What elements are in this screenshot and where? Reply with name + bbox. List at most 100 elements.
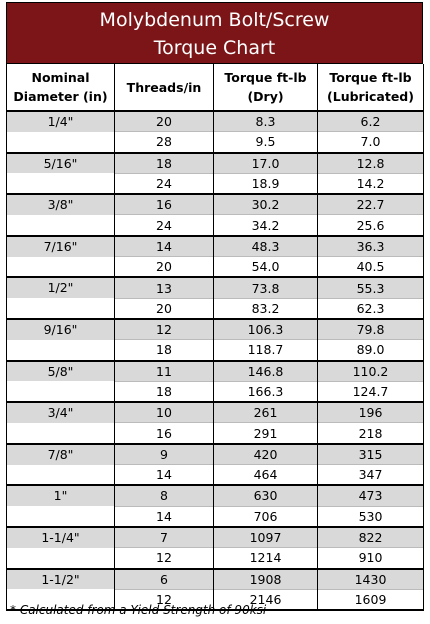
title-line: Molybdenum Bolt/Screw [99, 9, 330, 31]
table-row: 3/8" 16 30.2 22.7 [6, 193, 424, 215]
table-row: 16 291 218 [6, 422, 424, 444]
value-cell: 118.7 [213, 339, 318, 361]
table-row: 1/2" 13 73.8 55.3 [6, 276, 424, 299]
value-cell: 13 [114, 276, 214, 299]
table-row: 7/8" 9 420 315 [6, 442, 424, 465]
value-cell: 62.3 [317, 297, 424, 319]
value-cell: 25.6 [317, 214, 424, 236]
torque-table: Nominal Diameter (in) Threads/in Torque ft-… [6, 64, 424, 612]
diameter-cell [6, 131, 115, 153]
value-cell: 54.0 [213, 256, 318, 278]
value-cell: 14 [114, 234, 214, 257]
diameter-cell [6, 464, 115, 486]
table-row: 1-1/4" 7 1097 822 [6, 525, 424, 548]
value-cell: 315 [317, 442, 424, 465]
table-row: 5/8" 11 146.8 110.2 [6, 359, 424, 382]
table-row: 1/4" 20 8.3 6.2 [6, 110, 424, 132]
value-cell: 124.7 [317, 380, 424, 403]
title-line: Torque Chart [153, 37, 276, 59]
value-cell: 18 [114, 339, 214, 361]
diameter-cell: 3/8" [6, 193, 115, 215]
header-line: Torque ft-lb [224, 70, 307, 85]
value-cell: 6 [114, 567, 214, 590]
value-cell: 110.2 [317, 359, 424, 382]
diameter-cell [6, 173, 115, 195]
header-line: Threads/in [126, 79, 202, 95]
value-cell: 1908 [213, 567, 318, 590]
value-cell: 16 [114, 422, 214, 444]
value-cell: 20 [114, 256, 214, 278]
header-line: Nominal [31, 70, 90, 85]
value-cell: 8.3 [213, 110, 318, 132]
value-cell: 10 [114, 401, 214, 423]
value-cell: 8 [114, 484, 214, 507]
value-cell: 530 [317, 505, 424, 527]
column-header: Torque ft-lb (Lubricated) [317, 64, 424, 112]
value-cell: 30.2 [213, 193, 318, 215]
value-cell: 20 [114, 297, 214, 319]
value-cell: 12 [114, 547, 214, 569]
value-cell: 6.2 [317, 110, 424, 132]
value-cell: 83.2 [213, 297, 318, 319]
column-header: Torque ft-lb (Dry) [213, 64, 318, 112]
value-cell: 1609 [317, 588, 424, 612]
value-cell: 261 [213, 401, 318, 423]
diameter-cell: 1-1/2" [6, 567, 115, 590]
diameter-cell [6, 422, 115, 444]
value-cell: 347 [317, 464, 424, 486]
chart-card: Molybdenum Bolt/Screw Torque Chart Nomin… [6, 2, 424, 612]
table-row: 3/4" 10 261 196 [6, 401, 424, 423]
table-row: 1-1/2" 6 1908 1430 [6, 567, 424, 590]
diameter-cell: 9/16" [6, 317, 115, 340]
table-row: 14 464 347 [6, 464, 424, 486]
diameter-cell: 3/4" [6, 401, 115, 423]
value-cell: 473 [317, 484, 424, 507]
value-cell: 89.0 [317, 339, 424, 361]
table-row: 28 9.5 7.0 [6, 131, 424, 153]
value-cell: 73.8 [213, 276, 318, 299]
header-line: Diameter (in) [13, 89, 108, 104]
value-cell: 24 [114, 214, 214, 236]
value-cell: 706 [213, 505, 318, 527]
diameter-cell [6, 256, 115, 278]
table-row: 12 1214 910 [6, 547, 424, 569]
value-cell: 28 [114, 131, 214, 153]
diameter-cell [6, 381, 115, 403]
table-row: 9/16" 12 106.3 79.8 [6, 317, 424, 340]
value-cell: 55.3 [317, 276, 424, 299]
table-row: 24 18.9 14.2 [6, 172, 424, 195]
diameter-cell: 7/16" [6, 234, 115, 257]
header-line: Torque ft-lb [329, 70, 412, 85]
value-cell: 166.3 [213, 380, 318, 403]
diameter-cell: 1/4" [6, 110, 115, 132]
value-cell: 420 [213, 442, 318, 465]
value-cell: 18 [114, 380, 214, 403]
diameter-cell: 5/16" [6, 151, 115, 174]
table-row: 24 34.2 25.6 [6, 214, 424, 236]
footnote: * Calculated from a Yield Strength of 90… [10, 603, 267, 617]
value-cell: 1097 [213, 525, 318, 548]
value-cell: 7.0 [317, 131, 424, 153]
table-row: 20 54.0 40.5 [6, 256, 424, 278]
value-cell: 34.2 [213, 214, 318, 236]
value-cell: 291 [213, 422, 318, 444]
diameter-cell [6, 547, 115, 569]
value-cell: 1214 [213, 547, 318, 569]
title-band: Molybdenum Bolt/Screw Torque Chart [6, 2, 423, 64]
table-row: 14 706 530 [6, 505, 424, 527]
table-row: 5/16" 18 17.0 12.8 [6, 151, 424, 174]
value-cell: 18.9 [213, 172, 318, 195]
value-cell: 822 [317, 525, 424, 548]
value-cell: 630 [213, 484, 318, 507]
diameter-cell: 1-1/4" [6, 525, 115, 548]
diameter-cell: 5/8" [6, 359, 115, 382]
diameter-cell [6, 506, 115, 527]
value-cell: 14.2 [317, 172, 424, 195]
diameter-cell [6, 214, 115, 236]
value-cell: 2146 [213, 588, 318, 612]
value-cell: 9.5 [213, 131, 318, 153]
value-cell: 40.5 [317, 256, 424, 278]
value-cell: 196 [317, 401, 424, 423]
value-cell: 910 [317, 547, 424, 569]
value-cell: 48.3 [213, 234, 318, 257]
